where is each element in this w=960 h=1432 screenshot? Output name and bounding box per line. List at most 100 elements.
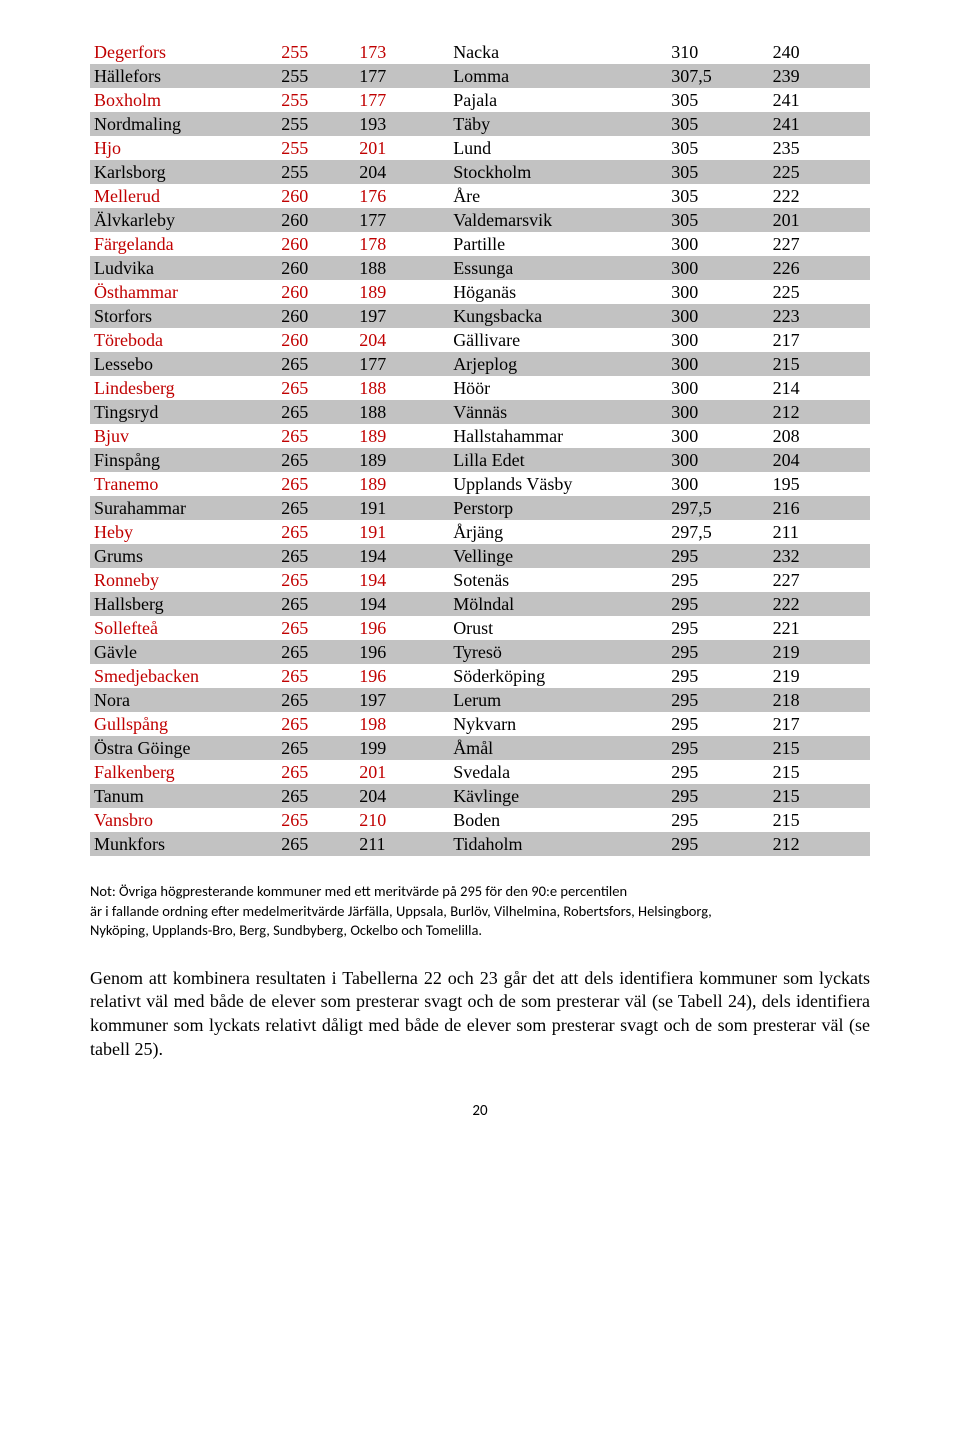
table-row: Finspång265189Lilla Edet300204 bbox=[90, 448, 870, 472]
table-cell: 239 bbox=[769, 64, 870, 88]
table-cell: 197 bbox=[355, 688, 433, 712]
table-cell: 219 bbox=[769, 640, 870, 664]
table-cell: 300 bbox=[667, 424, 768, 448]
table-cell: 295 bbox=[667, 568, 768, 592]
table-cell: Degerfors bbox=[90, 40, 277, 64]
table-cell: 196 bbox=[355, 640, 433, 664]
note-line-2: är i fallande ordning efter medelmeritvä… bbox=[90, 902, 712, 920]
table-cell: Tyresö bbox=[433, 640, 667, 664]
table-cell: Täby bbox=[433, 112, 667, 136]
table-cell: 235 bbox=[769, 136, 870, 160]
table-cell: Svedala bbox=[433, 760, 667, 784]
table-cell: 189 bbox=[355, 280, 433, 304]
table-cell: 265 bbox=[277, 760, 355, 784]
table-cell: 177 bbox=[355, 88, 433, 112]
table-cell: Storfors bbox=[90, 304, 277, 328]
table-cell: 260 bbox=[277, 232, 355, 256]
table-cell: Hallsberg bbox=[90, 592, 277, 616]
table-cell: Lessebo bbox=[90, 352, 277, 376]
table-cell: Söderköping bbox=[433, 664, 667, 688]
table-cell: 255 bbox=[277, 160, 355, 184]
table-cell: 265 bbox=[277, 448, 355, 472]
table-cell: 188 bbox=[355, 256, 433, 280]
table-cell: Boden bbox=[433, 808, 667, 832]
table-cell: 191 bbox=[355, 520, 433, 544]
table-cell: 295 bbox=[667, 760, 768, 784]
table-cell: 204 bbox=[769, 448, 870, 472]
table-row: Surahammar265191Perstorp297,5216 bbox=[90, 496, 870, 520]
table-cell: Perstorp bbox=[433, 496, 667, 520]
table-cell: Lund bbox=[433, 136, 667, 160]
table-cell: Bjuv bbox=[90, 424, 277, 448]
table-cell: 265 bbox=[277, 424, 355, 448]
table-cell: 265 bbox=[277, 544, 355, 568]
table-row: Töreboda260204Gällivare300217 bbox=[90, 328, 870, 352]
table-cell: Pajala bbox=[433, 88, 667, 112]
table-cell: 222 bbox=[769, 184, 870, 208]
table-cell: Upplands Väsby bbox=[433, 472, 667, 496]
table-cell: 189 bbox=[355, 424, 433, 448]
table-cell: Lilla Edet bbox=[433, 448, 667, 472]
table-cell: 195 bbox=[769, 472, 870, 496]
table-cell: Nora bbox=[90, 688, 277, 712]
table-cell: 255 bbox=[277, 88, 355, 112]
table-cell: Hjo bbox=[90, 136, 277, 160]
table-cell: Nordmaling bbox=[90, 112, 277, 136]
table-cell: 214 bbox=[769, 376, 870, 400]
table-cell: 240 bbox=[769, 40, 870, 64]
table-cell: Nacka bbox=[433, 40, 667, 64]
table-cell: 295 bbox=[667, 544, 768, 568]
table-cell: Smedjebacken bbox=[90, 664, 277, 688]
table-cell: 212 bbox=[769, 832, 870, 856]
table-cell: Valdemarsvik bbox=[433, 208, 667, 232]
table-cell: Gällivare bbox=[433, 328, 667, 352]
page-number: 20 bbox=[90, 1102, 870, 1120]
table-cell: Gävle bbox=[90, 640, 277, 664]
table-cell: 265 bbox=[277, 616, 355, 640]
table-cell: 221 bbox=[769, 616, 870, 640]
table-cell: Tidaholm bbox=[433, 832, 667, 856]
table-row: Tranemo265189Upplands Väsby300195 bbox=[90, 472, 870, 496]
table-cell: Älvkarleby bbox=[90, 208, 277, 232]
table-cell: Kungsbacka bbox=[433, 304, 667, 328]
table-cell: 241 bbox=[769, 112, 870, 136]
table-cell: 219 bbox=[769, 664, 870, 688]
table-cell: 204 bbox=[355, 160, 433, 184]
table-cell: 215 bbox=[769, 808, 870, 832]
table-cell: 260 bbox=[277, 280, 355, 304]
table-cell: Finspång bbox=[90, 448, 277, 472]
table-cell: Östra Göinge bbox=[90, 736, 277, 760]
table-cell: 194 bbox=[355, 568, 433, 592]
table-cell: Hällefors bbox=[90, 64, 277, 88]
table-cell: 215 bbox=[769, 760, 870, 784]
table-cell: 201 bbox=[355, 760, 433, 784]
table-row: Mellerud260176Åre305222 bbox=[90, 184, 870, 208]
table-cell: 217 bbox=[769, 328, 870, 352]
table-cell: 255 bbox=[277, 64, 355, 88]
table-cell: 295 bbox=[667, 616, 768, 640]
table-cell: 307,5 bbox=[667, 64, 768, 88]
table-cell: Tanum bbox=[90, 784, 277, 808]
table-cell: 197 bbox=[355, 304, 433, 328]
table-cell: 177 bbox=[355, 352, 433, 376]
table-cell: Heby bbox=[90, 520, 277, 544]
note-line-1: Not: Övriga högpresterande kommuner med … bbox=[90, 882, 627, 900]
table-cell: 215 bbox=[769, 736, 870, 760]
table-cell: Sotenäs bbox=[433, 568, 667, 592]
table-cell: 212 bbox=[769, 400, 870, 424]
table-cell: Mölndal bbox=[433, 592, 667, 616]
table-cell: Orust bbox=[433, 616, 667, 640]
table-cell: 176 bbox=[355, 184, 433, 208]
table-cell: 255 bbox=[277, 136, 355, 160]
table-cell: 265 bbox=[277, 520, 355, 544]
table-cell: 300 bbox=[667, 400, 768, 424]
table-row: Ludvika260188Essunga300226 bbox=[90, 256, 870, 280]
table-cell: 194 bbox=[355, 592, 433, 616]
table-cell: 178 bbox=[355, 232, 433, 256]
table-cell: 265 bbox=[277, 352, 355, 376]
table-cell: Tranemo bbox=[90, 472, 277, 496]
table-row: Älvkarleby260177Valdemarsvik305201 bbox=[90, 208, 870, 232]
table-cell: 217 bbox=[769, 712, 870, 736]
table-row: Falkenberg265201Svedala295215 bbox=[90, 760, 870, 784]
table-row: Ronneby265194Sotenäs295227 bbox=[90, 568, 870, 592]
